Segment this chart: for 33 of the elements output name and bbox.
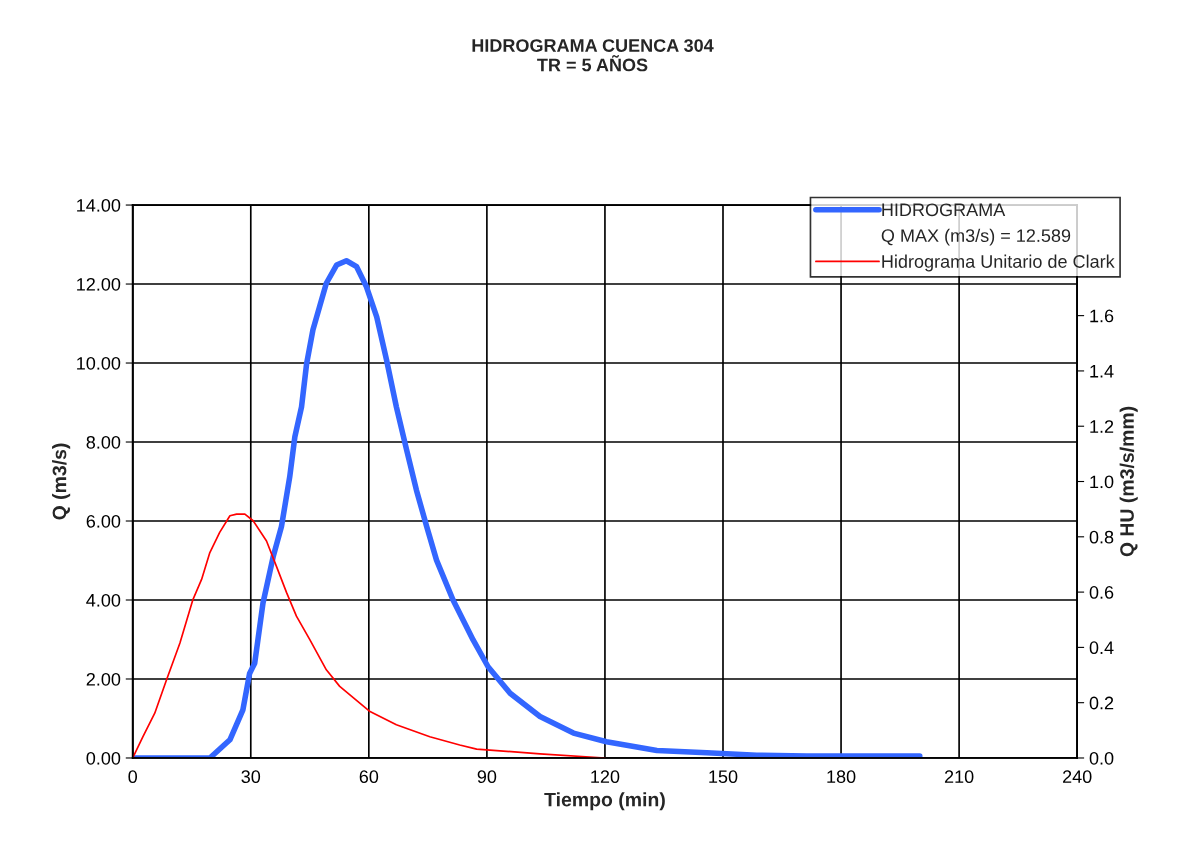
y-axis-title: Q (m3/s) xyxy=(52,443,71,520)
x-tick-label: 180 xyxy=(827,770,856,784)
x-tick-label: 30 xyxy=(241,770,261,784)
y-tick-label: 6.00 xyxy=(86,514,121,528)
y-tick-label: 12.00 xyxy=(77,277,121,291)
y-tick-label: 10.00 xyxy=(77,356,121,370)
y-tick-label: 2.00 xyxy=(86,672,121,686)
y2-tick-label: 1.6 xyxy=(1090,309,1114,323)
y-tick-label: 4.00 xyxy=(86,593,121,607)
y2-axis-title: Q HU (m3/s/mm) xyxy=(1119,406,1138,557)
y-tick-label: 8.00 xyxy=(86,435,121,449)
y-tick-label: 0.00 xyxy=(86,751,121,765)
y2-tick-label: 0.0 xyxy=(1089,751,1114,765)
y2-tick-label: 0.6 xyxy=(1089,586,1114,599)
y2-tick-label: 1.2 xyxy=(1090,420,1114,433)
y2-tick-label: 0.8 xyxy=(1089,530,1114,544)
x-tick-label: 150 xyxy=(709,770,738,784)
x-tick-label: 90 xyxy=(477,770,497,784)
x-tick-label: 240 xyxy=(1063,770,1092,784)
y2-tick-label: 0.4 xyxy=(1089,641,1114,655)
y-tick-label: 14.00 xyxy=(77,198,121,212)
y2-tick-label: 1.4 xyxy=(1090,365,1114,378)
x-tick-label: 60 xyxy=(359,770,379,784)
legend-label: HIDROGRAMA xyxy=(882,203,1006,217)
y2-tick-label: 1.0 xyxy=(1090,475,1114,489)
x-axis-title: Tiempo (min) xyxy=(544,792,665,811)
x-tick-label: 120 xyxy=(591,770,620,784)
annotation: Q MAX (m3/s) = 12.589 xyxy=(881,228,1071,246)
legend-label: Hidrograma Unitario de Clark xyxy=(882,254,1115,272)
chart-title: HIDROGRAMA CUENCA 304 TR = 5 AÑOS xyxy=(472,39,714,72)
y2-tick-label: 0.2 xyxy=(1089,696,1114,710)
x-tick-label: 210 xyxy=(944,770,974,784)
x-tick-label: 0 xyxy=(128,770,138,784)
